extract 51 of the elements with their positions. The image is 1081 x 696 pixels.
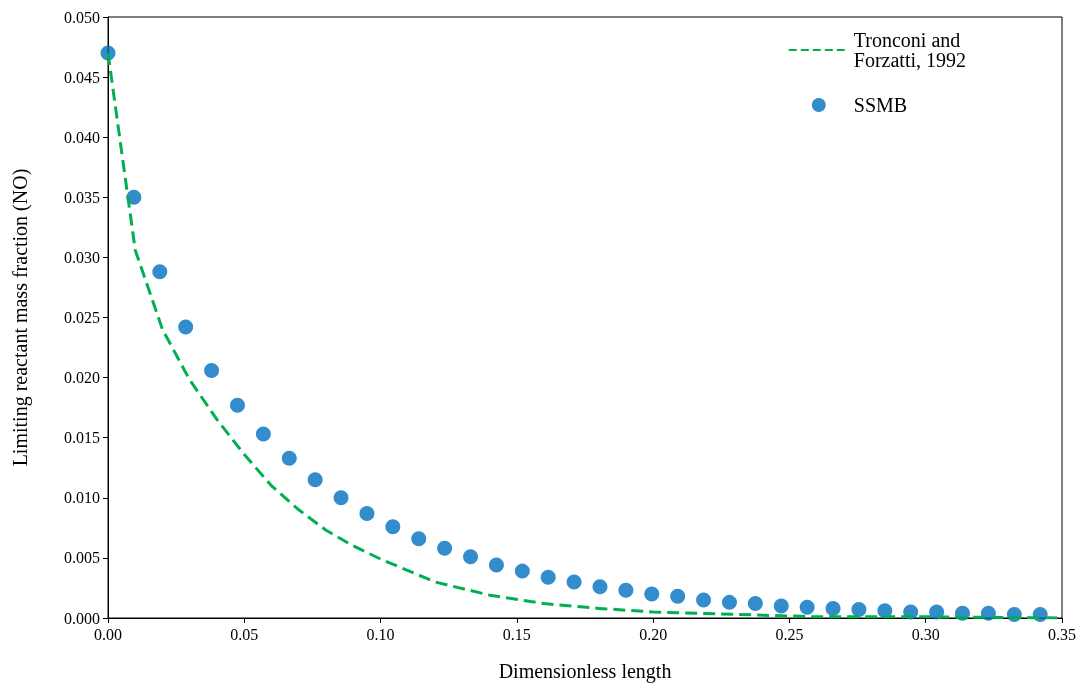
point bbox=[540, 569, 556, 585]
point bbox=[514, 563, 530, 579]
y-tick-label: 0.015 bbox=[64, 429, 100, 447]
y-tick-label: 0.020 bbox=[64, 369, 100, 387]
point bbox=[592, 579, 608, 595]
point bbox=[721, 594, 737, 610]
y-tick-label: 0.025 bbox=[64, 309, 100, 326]
point bbox=[229, 397, 245, 413]
point bbox=[644, 586, 660, 602]
point bbox=[411, 531, 427, 547]
x-tick-label: 0.10 bbox=[366, 625, 395, 643]
point bbox=[178, 319, 194, 335]
point bbox=[307, 472, 323, 488]
y-tick-label: 0.000 bbox=[64, 609, 100, 627]
y-axis-title: Limiting reactant mass fraction (NO) bbox=[9, 168, 32, 467]
y-tick-label: 0.005 bbox=[64, 549, 100, 567]
point bbox=[696, 592, 712, 608]
point bbox=[385, 519, 401, 535]
point bbox=[747, 596, 763, 612]
y-tick-label: 0.040 bbox=[64, 128, 100, 146]
point bbox=[851, 602, 867, 618]
y-tick-label: 0.045 bbox=[64, 68, 100, 86]
x-tick-label: 0.15 bbox=[502, 625, 531, 643]
y-tick-label: 0.010 bbox=[64, 489, 100, 507]
point bbox=[437, 540, 453, 556]
point bbox=[204, 362, 220, 378]
point bbox=[359, 505, 375, 521]
x-tick-label: 0.20 bbox=[639, 625, 668, 643]
legend-label: SSMB bbox=[853, 94, 908, 116]
point bbox=[566, 574, 582, 590]
point bbox=[618, 582, 634, 598]
point bbox=[333, 490, 349, 506]
x-tick-label: 0.25 bbox=[775, 625, 804, 643]
point bbox=[773, 598, 789, 614]
point bbox=[152, 264, 168, 280]
y-tick-label: 0.030 bbox=[64, 248, 100, 266]
point bbox=[825, 600, 841, 616]
point bbox=[670, 588, 686, 604]
y-tick-label: 0.050 bbox=[64, 8, 100, 26]
x-tick-label: 0.05 bbox=[230, 625, 259, 643]
x-tick-label: 0.35 bbox=[1048, 625, 1076, 643]
y-tick-label: 0.035 bbox=[64, 188, 100, 206]
x-tick-label: 0.00 bbox=[94, 625, 122, 643]
legend-label: Tronconi and Forzatti, 1992 bbox=[853, 29, 967, 71]
point bbox=[799, 599, 815, 615]
point bbox=[281, 450, 297, 466]
point bbox=[255, 426, 271, 442]
x-tick-label: 0.30 bbox=[911, 625, 940, 643]
point bbox=[463, 549, 479, 565]
x-axis-title: Dimensionless length bbox=[498, 660, 672, 683]
point bbox=[488, 557, 504, 573]
